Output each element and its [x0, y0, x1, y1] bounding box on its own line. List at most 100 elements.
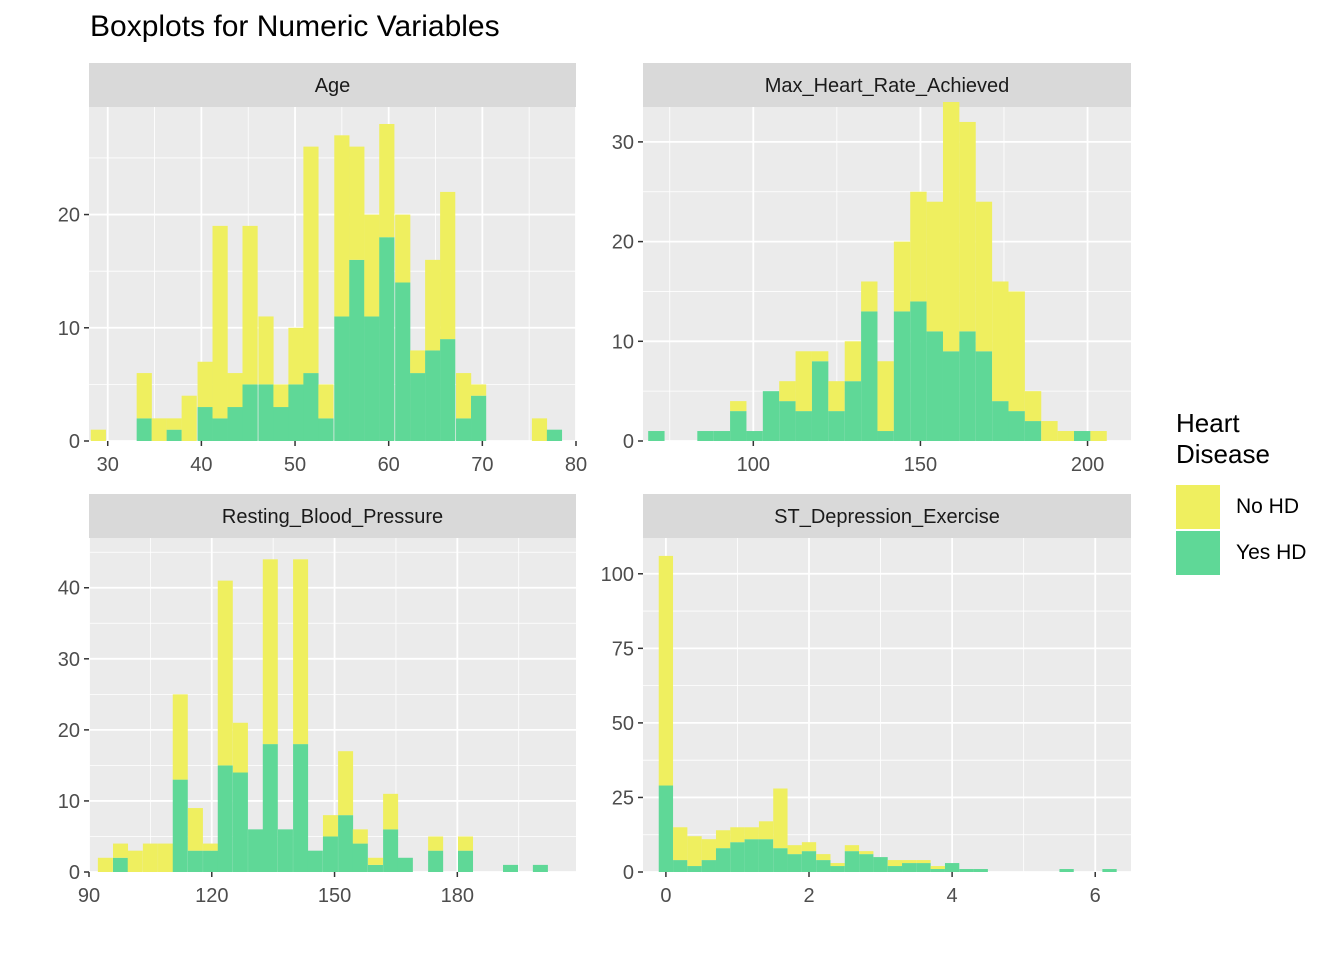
- bar-no-hd: [1024, 391, 1042, 422]
- facet-strip-label: Resting_Blood_Pressure: [222, 506, 443, 528]
- bar-no-hd: [926, 201, 943, 332]
- bar-no-hd: [456, 373, 472, 419]
- bar-no-hd: [992, 281, 1009, 402]
- bar-no-hd: [181, 395, 197, 441]
- x-tick-label: 200: [1071, 454, 1104, 476]
- bar-no-hd: [816, 854, 831, 861]
- bar-yes-hd: [227, 407, 243, 441]
- bar-yes-hd: [959, 331, 976, 441]
- bar-yes-hd: [532, 864, 548, 872]
- bar-yes-hd: [730, 842, 745, 872]
- bar-no-hd: [212, 225, 228, 419]
- bar-no-hd: [142, 843, 158, 872]
- bar-no-hd: [959, 121, 976, 332]
- bar-no-hd: [730, 401, 747, 412]
- legend-title: Heart Disease: [1176, 408, 1296, 470]
- bar-yes-hd: [503, 864, 519, 872]
- bar-yes-hd: [277, 829, 293, 872]
- bar-no-hd: [90, 429, 106, 441]
- bar-yes-hd: [992, 401, 1009, 441]
- bar-no-hd: [744, 827, 759, 840]
- facet-strip-label: ST_Depression_Exercise: [774, 506, 1000, 528]
- bar-yes-hd: [379, 237, 395, 441]
- bar-yes-hd: [425, 350, 441, 441]
- x-tick-label: 70: [471, 454, 493, 476]
- chart-title: Boxplots for Numeric Variables: [90, 10, 500, 43]
- bar-no-hd: [352, 829, 368, 844]
- bar-yes-hd: [673, 860, 688, 872]
- bar-no-hd: [187, 808, 203, 851]
- bar-yes-hd: [258, 384, 274, 441]
- y-tick-label: 0: [623, 431, 634, 453]
- bar-yes-hd: [801, 851, 817, 872]
- legend-label-no-hd: No HD: [1236, 495, 1300, 518]
- bar-yes-hd: [828, 411, 845, 441]
- bar-yes-hd: [816, 860, 831, 872]
- bar-no-hd: [779, 381, 796, 402]
- bar-no-hd: [203, 843, 219, 851]
- bar-no-hd: [197, 361, 213, 408]
- bar-yes-hd: [648, 431, 665, 441]
- bar-no-hd: [97, 857, 113, 872]
- x-tick-label: 2: [803, 885, 814, 907]
- bar-no-hd: [673, 827, 688, 861]
- bar-yes-hd: [844, 381, 862, 441]
- bar-no-hd: [877, 361, 894, 432]
- bar-yes-hd: [910, 301, 927, 441]
- bar-yes-hd: [242, 384, 258, 441]
- bar-no-hd: [338, 751, 354, 816]
- y-tick-label: 20: [612, 232, 634, 254]
- bar-no-hd: [887, 860, 903, 867]
- bar-no-hd: [440, 191, 456, 340]
- bar-yes-hd: [395, 282, 411, 441]
- bar-no-hd: [395, 214, 411, 283]
- bar-no-hd: [916, 860, 931, 864]
- bar-yes-hd: [787, 854, 802, 872]
- bar-yes-hd: [830, 866, 845, 872]
- bar-no-hd: [861, 281, 878, 312]
- bar-yes-hd: [172, 779, 188, 872]
- bar-yes-hd: [1102, 869, 1117, 872]
- bar-yes-hd: [975, 351, 993, 441]
- bar-yes-hd: [546, 429, 563, 441]
- bar-no-hd: [166, 418, 182, 430]
- bar-no-hd: [113, 843, 129, 858]
- bar-yes-hd: [916, 863, 931, 872]
- bar-no-hd: [811, 351, 829, 362]
- bar-no-hd: [457, 836, 474, 851]
- bar-no-hd: [242, 225, 258, 385]
- y-tick-label: 20: [58, 720, 80, 742]
- bar-no-hd: [687, 836, 702, 867]
- bar-yes-hd: [687, 866, 702, 872]
- bar-yes-hd: [715, 848, 731, 872]
- bar-no-hd: [322, 815, 338, 837]
- bar-no-hd: [531, 418, 548, 441]
- y-tick-label: 10: [612, 331, 634, 353]
- y-tick-label: 10: [58, 791, 80, 813]
- bar-yes-hd: [113, 857, 129, 872]
- bar-yes-hd: [730, 411, 747, 441]
- y-tick-label: 50: [612, 713, 634, 735]
- y-tick-label: 0: [69, 431, 80, 453]
- bar-yes-hd: [1059, 869, 1074, 872]
- bar-yes-hd: [232, 772, 248, 872]
- bar-no-hd: [127, 850, 143, 872]
- x-tick-label: 30: [97, 454, 119, 476]
- y-tick-label: 75: [612, 638, 634, 660]
- bar-yes-hd: [773, 848, 788, 872]
- bar-no-hd: [262, 559, 278, 745]
- facet-strip-label: Age: [315, 75, 351, 97]
- bar-yes-hd: [303, 373, 319, 441]
- bar-yes-hd: [926, 331, 943, 441]
- bar-yes-hd: [397, 857, 413, 872]
- bar-yes-hd: [203, 850, 219, 872]
- bar-yes-hd: [136, 418, 152, 441]
- panel-background: [643, 538, 1131, 872]
- bar-yes-hd: [307, 850, 323, 872]
- y-tick-label: 25: [612, 787, 634, 809]
- bar-yes-hd: [187, 850, 203, 872]
- bar-yes-hd: [197, 407, 213, 441]
- bar-no-hd: [942, 102, 960, 352]
- legend-title-line: Heart: [1176, 408, 1240, 438]
